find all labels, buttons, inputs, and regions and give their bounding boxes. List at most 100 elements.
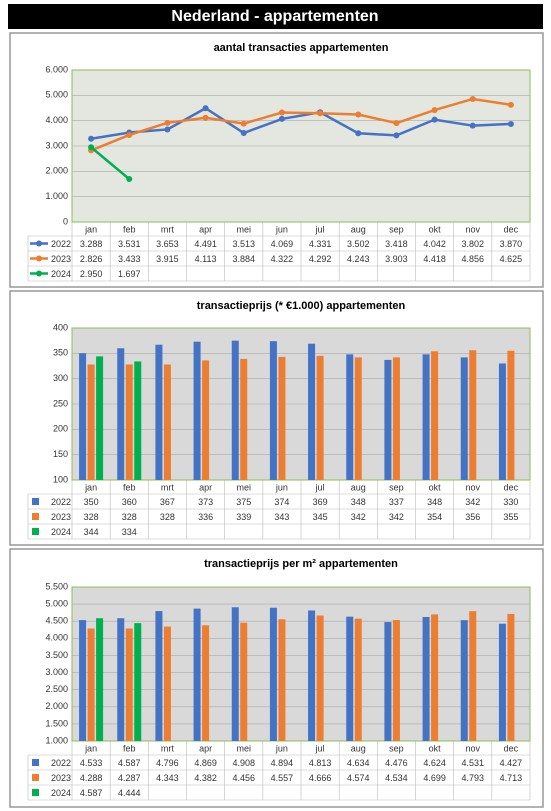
bar [384, 622, 392, 741]
y-tick-label: 6.000 [45, 64, 68, 74]
point [278, 109, 285, 116]
x-tick-label: jun [275, 743, 288, 753]
bar [308, 343, 316, 480]
x-tick-label: jul [315, 482, 325, 492]
y-tick-label: 1.000 [45, 191, 68, 201]
table-value: 355 [503, 512, 518, 522]
x-tick-label: mrt [161, 743, 174, 753]
table-value: 4.624 [423, 758, 446, 768]
bar [117, 618, 125, 741]
x-tick-label: aug [351, 743, 366, 753]
legend-swatch [32, 498, 39, 505]
point [202, 114, 209, 121]
bar [392, 620, 400, 741]
point [507, 101, 514, 108]
legend-swatch [32, 774, 39, 781]
table-value: 3.513 [232, 239, 255, 249]
point [88, 135, 95, 142]
table-value: 4.343 [156, 773, 179, 783]
table-value: 4.625 [500, 254, 523, 264]
bar [460, 357, 468, 480]
legend-marker [36, 255, 42, 262]
x-tick-label: aug [351, 224, 366, 234]
bar [346, 354, 354, 480]
table-value: 3.870 [500, 239, 523, 249]
y-tick-label: 150 [53, 449, 68, 459]
table-value: 356 [465, 512, 480, 522]
bar [79, 620, 87, 741]
bar [392, 357, 400, 480]
table-value: 367 [160, 497, 175, 507]
series-line [90, 106, 511, 140]
table-value: 354 [427, 512, 442, 522]
plot-border [71, 327, 531, 481]
point [507, 120, 514, 127]
table-value: 3.653 [156, 239, 179, 249]
table-value: 3.884 [232, 254, 255, 264]
table-value: 350 [84, 497, 99, 507]
bar [193, 341, 201, 480]
legend-label: 2023 [51, 254, 71, 264]
table-value: 4.287 [118, 773, 141, 783]
y-tick-label: 1.000 [45, 735, 68, 745]
x-tick-label: aug [351, 482, 366, 492]
legend-label: 2022 [51, 758, 71, 768]
table-value: 328 [84, 512, 99, 522]
bar [507, 613, 515, 741]
chart-title: aantal transacties appartementen [214, 42, 389, 54]
point [431, 116, 438, 123]
table-value: 3.802 [461, 239, 484, 249]
table-value: 369 [313, 497, 328, 507]
x-tick-label: dec [504, 743, 519, 753]
table-value: 328 [160, 512, 175, 522]
y-tick-label: 200 [53, 424, 68, 434]
table-value: 4.557 [271, 773, 294, 783]
y-tick-label: 2.000 [45, 701, 68, 711]
bar [193, 608, 201, 741]
point [164, 126, 171, 133]
series-line [90, 97, 512, 152]
point [126, 132, 133, 139]
bar [202, 625, 210, 741]
x-tick-label: jan [84, 743, 97, 753]
table-value: 4.322 [271, 254, 294, 264]
table-value: 4.533 [80, 758, 103, 768]
bar [231, 607, 239, 741]
table-value: 4.869 [194, 758, 217, 768]
table-value: 4.243 [347, 254, 370, 264]
x-tick-label: okt [429, 224, 442, 234]
point [469, 95, 476, 102]
legend-label: 2023 [51, 773, 71, 783]
x-tick-label: dec [504, 224, 519, 234]
bar [134, 361, 142, 480]
x-tick-label: apr [199, 743, 212, 753]
bar [231, 340, 239, 480]
bar [460, 620, 468, 741]
x-tick-label: mrt [161, 224, 174, 234]
y-tick-label: 3.500 [45, 650, 68, 660]
plot-border [71, 69, 531, 223]
legend-label: 2024 [51, 527, 71, 537]
table-value: 373 [198, 497, 213, 507]
bar [498, 623, 506, 741]
x-tick-label: sep [389, 743, 404, 753]
x-tick-label: dec [504, 482, 519, 492]
x-tick-label: okt [429, 482, 442, 492]
y-tick-label: 350 [53, 348, 68, 358]
y-tick-label: 2.000 [45, 166, 68, 176]
chart-title: transactieprijs per m² appartementen [204, 558, 398, 570]
bar [202, 360, 210, 480]
table-value: 348 [351, 497, 366, 507]
bar [431, 351, 439, 480]
y-tick-label: 1.500 [45, 718, 68, 728]
x-tick-label: jan [84, 482, 97, 492]
x-tick-label: nov [465, 224, 480, 234]
table-value: 4.894 [271, 758, 294, 768]
bar [308, 610, 316, 741]
table-value: 4.587 [80, 788, 103, 798]
header-bar [8, 4, 543, 29]
point [126, 176, 133, 183]
y-tick-label: 3.000 [45, 667, 68, 677]
table-value: 330 [503, 497, 518, 507]
